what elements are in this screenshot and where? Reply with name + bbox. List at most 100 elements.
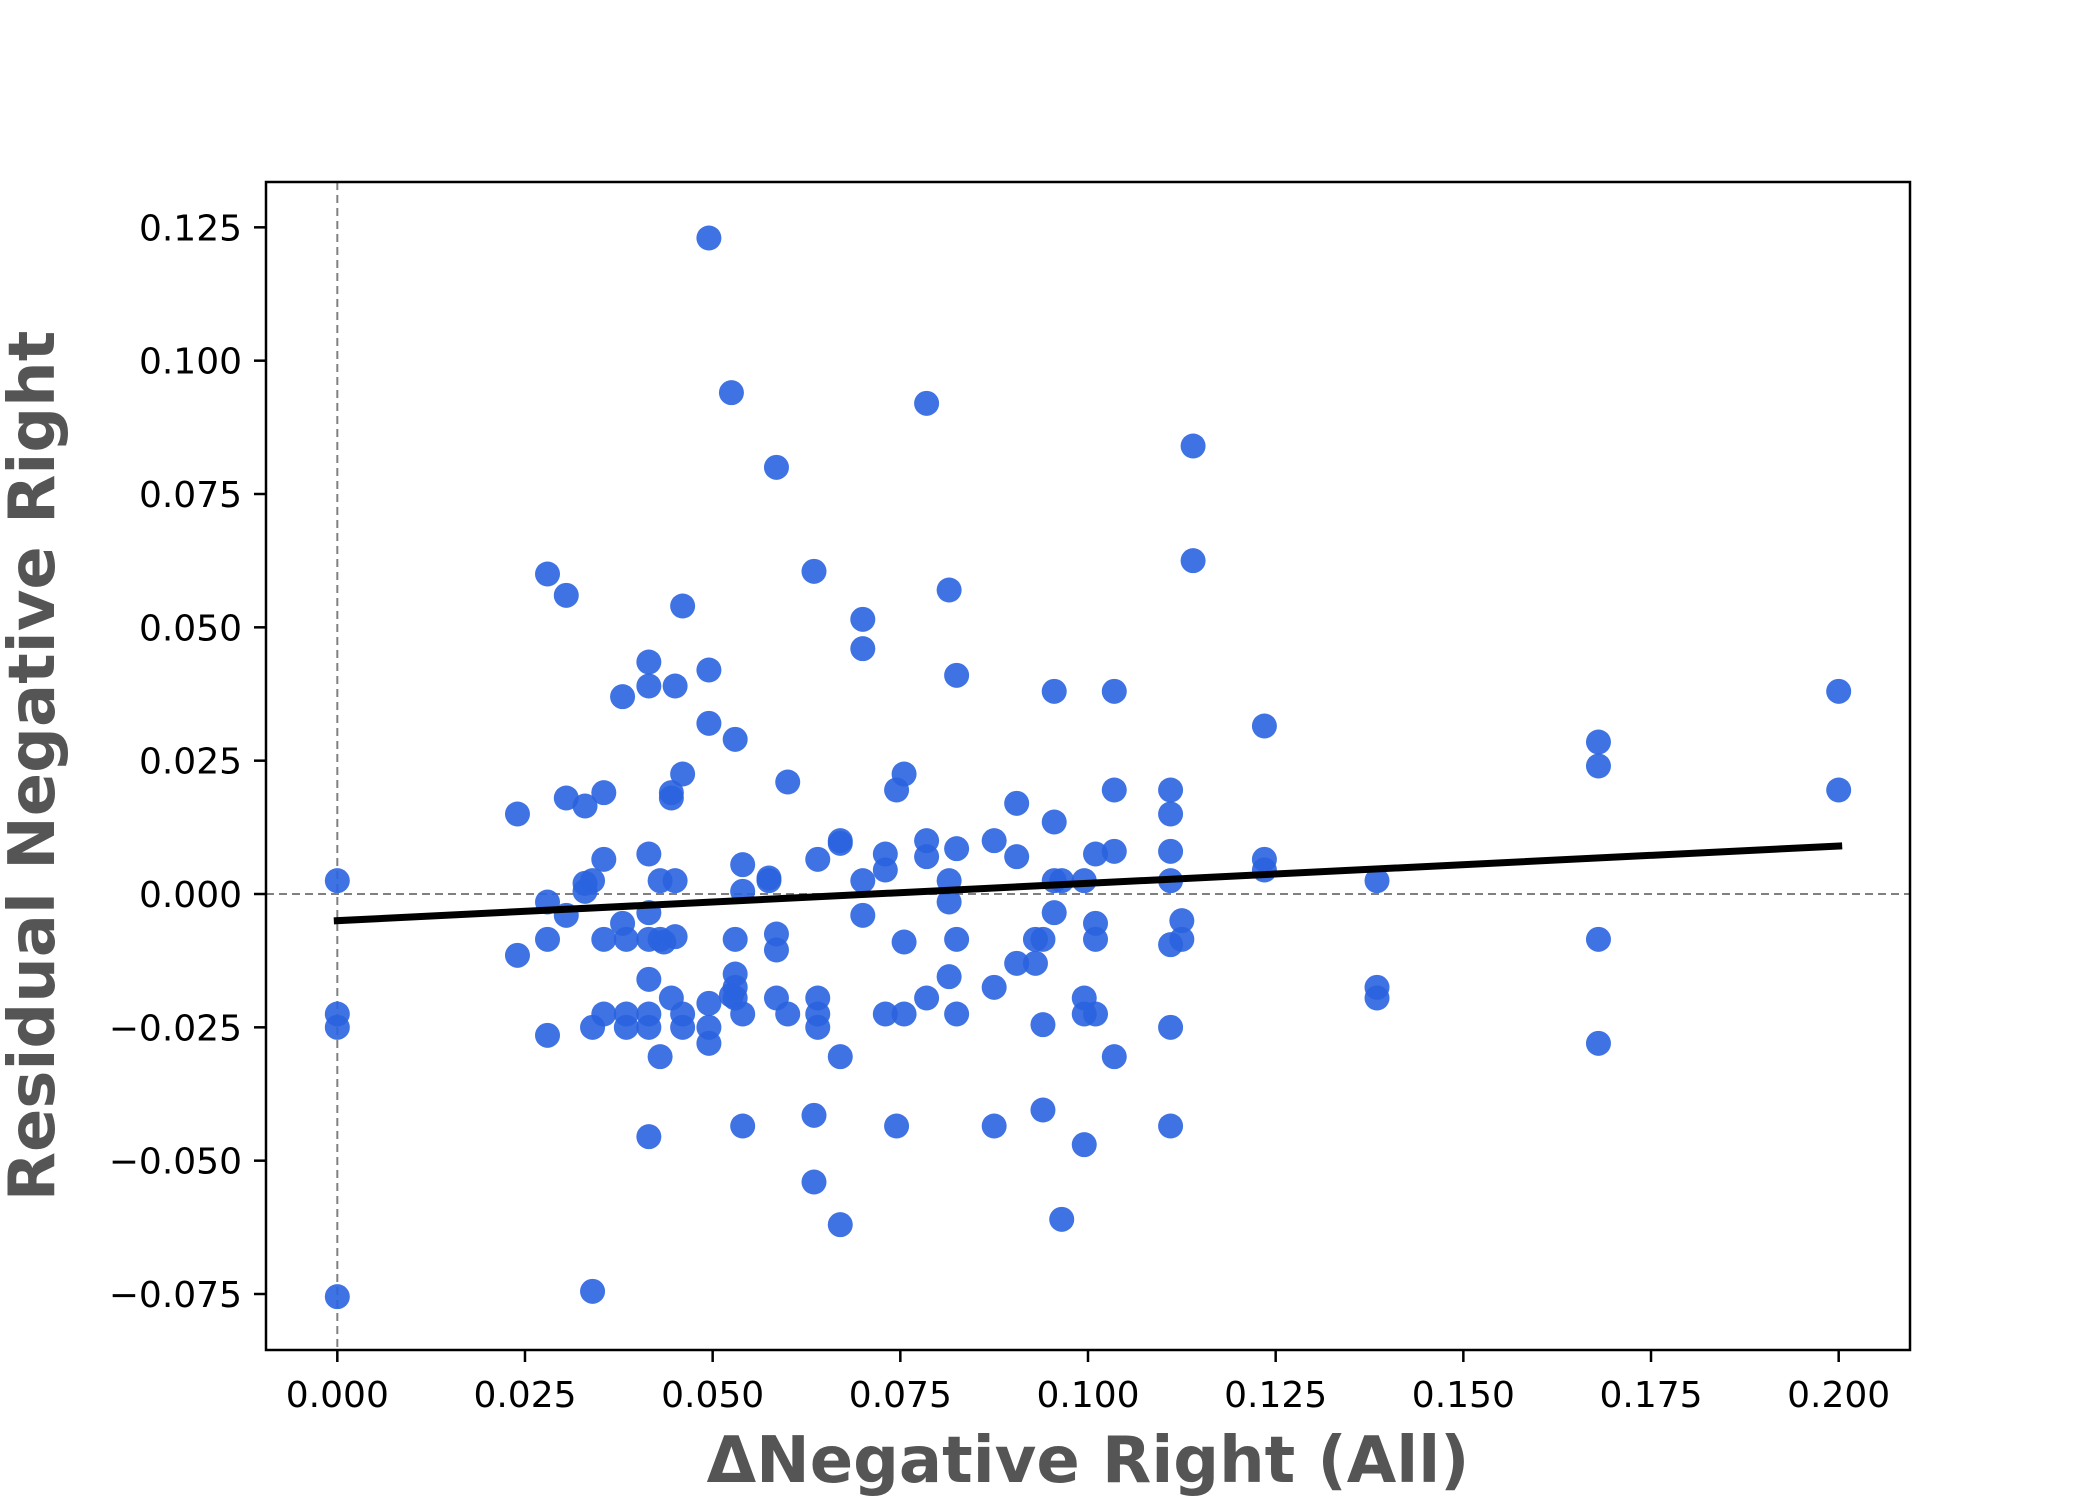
data-point bbox=[580, 1278, 606, 1304]
x-tick-label: 0.175 bbox=[1599, 1375, 1702, 1416]
data-point bbox=[850, 606, 876, 632]
x-tick-label: 0.000 bbox=[286, 1375, 389, 1416]
y-tick-label: −0.025 bbox=[109, 1008, 242, 1049]
data-point bbox=[591, 926, 617, 952]
data-point bbox=[891, 761, 917, 787]
data-point bbox=[1083, 841, 1109, 867]
data-point bbox=[801, 1102, 827, 1128]
data-point bbox=[647, 1044, 673, 1070]
data-point bbox=[944, 662, 970, 688]
data-point bbox=[696, 1030, 722, 1056]
data-point bbox=[722, 926, 748, 952]
y-tick-label: 0.000 bbox=[139, 875, 242, 916]
data-point bbox=[324, 1284, 350, 1310]
data-point bbox=[535, 1022, 561, 1048]
data-point bbox=[1364, 868, 1390, 894]
data-point bbox=[801, 558, 827, 584]
data-point bbox=[914, 390, 940, 416]
data-point bbox=[891, 929, 917, 955]
data-point bbox=[1004, 790, 1030, 816]
data-point bbox=[718, 380, 744, 406]
data-point bbox=[1158, 838, 1184, 864]
data-point bbox=[1004, 950, 1030, 976]
data-point bbox=[504, 942, 530, 968]
data-point bbox=[636, 649, 662, 675]
x-axis-label: ΔNegative Right (All) bbox=[707, 1424, 1470, 1498]
data-point bbox=[1101, 777, 1127, 803]
data-point bbox=[1158, 1014, 1184, 1040]
x-tick-label: 0.200 bbox=[1787, 1375, 1890, 1416]
data-point bbox=[324, 1014, 350, 1040]
data-point bbox=[850, 868, 876, 894]
data-point bbox=[850, 636, 876, 662]
data-point bbox=[722, 726, 748, 752]
data-point bbox=[801, 1169, 827, 1195]
data-point bbox=[1049, 1206, 1075, 1232]
y-tick-label: 0.125 bbox=[139, 208, 242, 249]
data-point bbox=[944, 1001, 970, 1027]
data-point bbox=[936, 577, 962, 603]
x-tick-label: 0.025 bbox=[473, 1375, 576, 1416]
data-point bbox=[1585, 753, 1611, 779]
data-point bbox=[636, 1014, 662, 1040]
data-point bbox=[850, 902, 876, 928]
x-tick-label: 0.075 bbox=[849, 1375, 952, 1416]
data-point bbox=[1022, 950, 1048, 976]
data-point bbox=[1158, 777, 1184, 803]
data-point bbox=[763, 454, 789, 480]
data-point bbox=[1101, 678, 1127, 704]
data-point bbox=[936, 889, 962, 915]
data-point bbox=[805, 1014, 831, 1040]
data-point bbox=[730, 1001, 756, 1027]
data-point bbox=[696, 990, 722, 1016]
y-tick-label: 0.025 bbox=[139, 742, 242, 783]
data-point bbox=[1169, 908, 1195, 934]
data-point bbox=[662, 673, 688, 699]
data-point bbox=[944, 926, 970, 952]
data-point bbox=[613, 1014, 639, 1040]
data-point bbox=[636, 673, 662, 699]
data-point bbox=[1158, 801, 1184, 827]
data-point bbox=[981, 1113, 1007, 1139]
y-axis-ticks: −0.075 −0.050 −0.025 0.000 0.025 0.050 0.075 0.… bbox=[109, 208, 266, 1316]
plot-frame bbox=[264, 180, 1912, 1352]
x-tick-label: 0.100 bbox=[1036, 1375, 1139, 1416]
data-point bbox=[1101, 838, 1127, 864]
data-point bbox=[1101, 1044, 1127, 1070]
data-point bbox=[944, 836, 970, 862]
data-point bbox=[636, 1124, 662, 1150]
data-point bbox=[872, 1001, 898, 1027]
data-point bbox=[504, 801, 530, 827]
data-point bbox=[730, 1113, 756, 1139]
x-axis-ticks: 0.000 0.025 0.050 0.075 0.100 0.125 0.150 0.175… bbox=[286, 1350, 1890, 1416]
data-point bbox=[1041, 678, 1067, 704]
data-point bbox=[891, 1001, 917, 1027]
reference-lines bbox=[266, 182, 1910, 1350]
data-point bbox=[1251, 713, 1277, 739]
data-point bbox=[1585, 1030, 1611, 1056]
data-point bbox=[613, 926, 639, 952]
regression-fit-line bbox=[333, 842, 1843, 925]
x-tick-label: 0.150 bbox=[1412, 1375, 1515, 1416]
y-tick-label: 0.100 bbox=[139, 342, 242, 383]
data-point bbox=[756, 868, 782, 894]
data-point bbox=[591, 780, 617, 806]
data-point bbox=[1083, 926, 1109, 952]
data-point bbox=[610, 684, 636, 710]
data-point bbox=[1004, 844, 1030, 870]
data-point bbox=[1180, 548, 1206, 574]
data-point bbox=[670, 593, 696, 619]
data-point bbox=[553, 785, 579, 811]
data-point bbox=[981, 974, 1007, 1000]
data-point bbox=[1071, 1132, 1097, 1158]
data-point bbox=[1180, 433, 1206, 459]
data-point bbox=[670, 761, 696, 787]
data-point bbox=[1030, 926, 1056, 952]
data-point bbox=[872, 857, 898, 883]
y-tick-label: −0.075 bbox=[109, 1275, 242, 1316]
data-point bbox=[553, 582, 579, 608]
data-point bbox=[1364, 985, 1390, 1011]
data-point bbox=[1030, 1097, 1056, 1123]
data-point bbox=[658, 785, 684, 811]
data-point bbox=[696, 657, 722, 683]
